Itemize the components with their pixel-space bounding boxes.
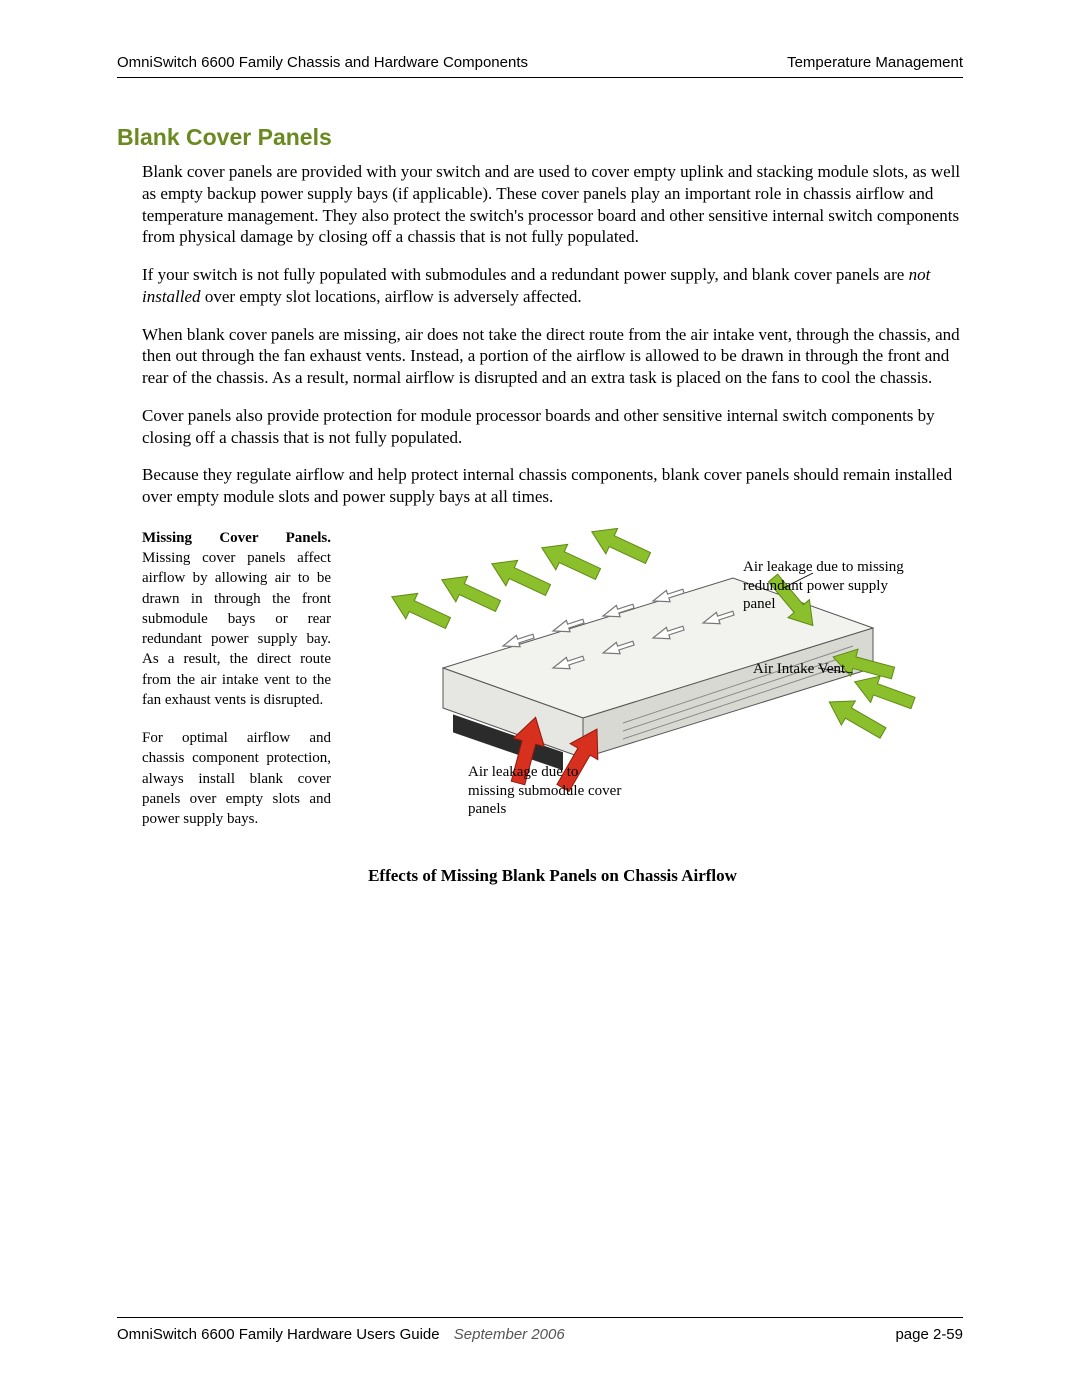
figure-label-psu: Air leakage due to missing redundant pow… bbox=[743, 558, 913, 614]
footer-left: OmniSwitch 6600 Family Hardware Users Gu… bbox=[117, 1326, 565, 1343]
sidebar-lead: Missing Cover Panels. bbox=[142, 530, 331, 546]
paragraph-1: Blank cover panels are provided with you… bbox=[142, 161, 963, 248]
figure-label-intake: Air Intake Vent bbox=[753, 660, 893, 679]
paragraph-2c: over empty slot locations, airflow is ad… bbox=[201, 287, 582, 306]
figure-caption: Effects of Missing Blank Panels on Chass… bbox=[142, 866, 963, 886]
airflow-figure: Air leakage due to missing redundant pow… bbox=[353, 528, 963, 858]
header-right: Temperature Management bbox=[787, 54, 963, 71]
paragraph-2: If your switch is not fully populated wi… bbox=[142, 264, 963, 308]
paragraph-5: Because they regulate airflow and help p… bbox=[142, 464, 963, 508]
footer-page: page 2-59 bbox=[895, 1326, 963, 1343]
footer-guide: OmniSwitch 6600 Family Hardware Users Gu… bbox=[117, 1326, 440, 1343]
header-left: OmniSwitch 6600 Family Chassis and Hardw… bbox=[117, 54, 528, 71]
section-title: Blank Cover Panels bbox=[117, 124, 963, 151]
paragraph-2a: If your switch is not fully populated wi… bbox=[142, 265, 909, 284]
figure-label-submodule: Air leakage due to missing submodule cov… bbox=[468, 763, 628, 819]
sidebar-s2: For optimal airflow and chassis componen… bbox=[142, 728, 331, 829]
footer-date: September 2006 bbox=[454, 1326, 565, 1343]
sidebar-text: Missing Cover Panels. Missing cover pane… bbox=[142, 528, 331, 858]
paragraph-3: When blank cover panels are missing, air… bbox=[142, 324, 963, 389]
running-header: OmniSwitch 6600 Family Chassis and Hardw… bbox=[117, 54, 963, 78]
sidebar-s1: Missing cover panels affect airflow by a… bbox=[142, 550, 331, 708]
page-footer: OmniSwitch 6600 Family Hardware Users Gu… bbox=[117, 1317, 963, 1343]
paragraph-4: Cover panels also provide protection for… bbox=[142, 405, 963, 449]
